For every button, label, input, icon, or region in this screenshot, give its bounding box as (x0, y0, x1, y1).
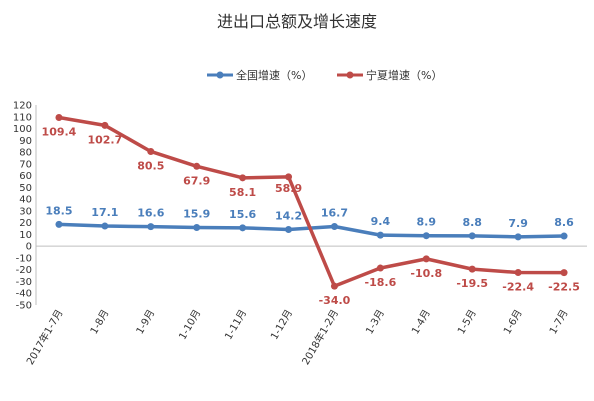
y-tick-label: 80 (19, 148, 32, 159)
legend-label-national: 全国增速（%） (236, 68, 312, 82)
data-point-ningxia[interactable] (422, 255, 430, 263)
data-point-ningxia[interactable] (55, 113, 63, 121)
data-point-national[interactable] (330, 223, 338, 231)
y-tick-label: 40 (19, 195, 32, 206)
y-tick-label: -50 (16, 301, 32, 312)
y-tick-label: -10 (16, 253, 32, 264)
series-layer (55, 113, 568, 290)
data-point-national[interactable] (376, 231, 384, 239)
data-point-ningxia[interactable] (193, 162, 201, 170)
y-tick-label: 0 (26, 242, 32, 253)
x-tick-label: 1-3月 (363, 308, 387, 337)
y-tick-label: 70 (19, 159, 32, 170)
data-label-national: 15.9 (183, 207, 210, 220)
data-point-ningxia[interactable] (101, 121, 109, 129)
x-tick-label: 1-6月 (501, 308, 525, 337)
data-label-national: 9.4 (371, 215, 391, 228)
data-point-national[interactable] (422, 232, 430, 240)
data-point-ningxia[interactable] (147, 147, 155, 155)
data-label-national: 17.1 (91, 206, 118, 219)
data-label-national: 16.7 (321, 207, 348, 220)
y-tick-label: 100 (13, 124, 32, 135)
y-tick-label: 30 (19, 206, 32, 217)
data-label-national: 8.8 (462, 216, 482, 229)
series-line-ningxia (57, 115, 566, 288)
data-label-national: 14.2 (275, 209, 302, 222)
x-tick-label: 1-4月 (409, 308, 433, 337)
data-point-national[interactable] (560, 232, 568, 240)
y-tick-label: 110 (13, 112, 32, 123)
y-tick-label: -20 (16, 265, 32, 276)
x-tick-label: 1-7月 (547, 308, 571, 337)
data-label-ningxia: 80.5 (137, 159, 164, 172)
data-label-national: 18.5 (45, 204, 72, 217)
y-tick-label: 10 (19, 230, 32, 241)
x-tick-label: 1-5月 (455, 308, 479, 337)
data-point-national[interactable] (55, 220, 63, 228)
y-tick-label: 90 (19, 136, 32, 147)
y-tick-label: 60 (19, 171, 32, 182)
data-point-national[interactable] (239, 224, 247, 232)
x-tick-label: 1-8月 (88, 308, 112, 337)
legend-marker-national (216, 71, 224, 79)
data-label-national: 15.6 (229, 208, 256, 221)
data-point-ningxia[interactable] (239, 174, 247, 182)
legend-item-ningxia[interactable]: 宁夏增速（%） (337, 68, 442, 82)
data-label-ningxia: -18.6 (365, 276, 397, 289)
x-tick-label: 2017年1-7月 (23, 307, 65, 367)
data-point-ningxia[interactable] (376, 264, 384, 272)
y-tick-label: -40 (16, 289, 32, 300)
y-tick-label: 50 (19, 183, 32, 194)
y-tick-label: 20 (19, 218, 32, 229)
data-point-ningxia[interactable] (285, 173, 293, 181)
data-label-national: 7.9 (508, 217, 528, 230)
data-label-national: 8.9 (417, 216, 437, 229)
data-point-national[interactable] (101, 222, 109, 230)
chart-title: 进出口总额及增长速度 (217, 12, 377, 31)
legend-marker-ningxia (346, 71, 354, 79)
data-point-national[interactable] (147, 223, 155, 231)
legend-item-national[interactable]: 全国增速（%） (207, 68, 312, 82)
x-tick-label: 1-11月 (222, 308, 249, 342)
data-point-national[interactable] (468, 232, 476, 240)
data-label-ningxia: -22.4 (502, 281, 534, 294)
data-label-ningxia: 102.7 (87, 133, 122, 146)
legend-label-ningxia: 宁夏增速（%） (366, 68, 442, 82)
data-labels-layer: 18.5 17.1 16.6 15.9 15.6 14.2 16.7 9.4 8.9 8.8 7.9… (42, 125, 580, 307)
data-label-ningxia: 109.4 (42, 125, 77, 138)
data-label-ningxia: 58.9 (275, 182, 302, 195)
x-tick-label: 2018年1-2月 (299, 307, 341, 367)
data-label-ningxia: -19.5 (456, 277, 488, 290)
x-tick-label: 1-9月 (134, 308, 158, 337)
data-label-national: 16.6 (137, 207, 164, 220)
data-label-ningxia: -34.0 (319, 294, 351, 307)
data-point-national[interactable] (514, 233, 522, 241)
data-point-ningxia[interactable] (330, 282, 338, 290)
y-tick-label: -30 (16, 277, 32, 288)
y-tick-label: 120 (13, 101, 32, 112)
x-tick-label: 1-10月 (177, 308, 204, 342)
data-label-national: 8.6 (554, 216, 574, 229)
data-label-ningxia: 58.1 (229, 186, 256, 199)
data-point-national[interactable] (193, 223, 201, 231)
data-point-ningxia[interactable] (560, 269, 568, 277)
data-point-ningxia[interactable] (468, 265, 476, 273)
legend: 全国增速（%） 宁夏增速（%） (207, 68, 442, 82)
data-label-ningxia: 67.9 (183, 174, 210, 187)
data-label-ningxia: -10.8 (410, 267, 442, 280)
data-point-national[interactable] (285, 225, 293, 233)
x-tick-label: 1-12月 (268, 308, 295, 342)
data-label-ningxia: -22.5 (548, 281, 580, 294)
data-point-ningxia[interactable] (514, 269, 522, 277)
